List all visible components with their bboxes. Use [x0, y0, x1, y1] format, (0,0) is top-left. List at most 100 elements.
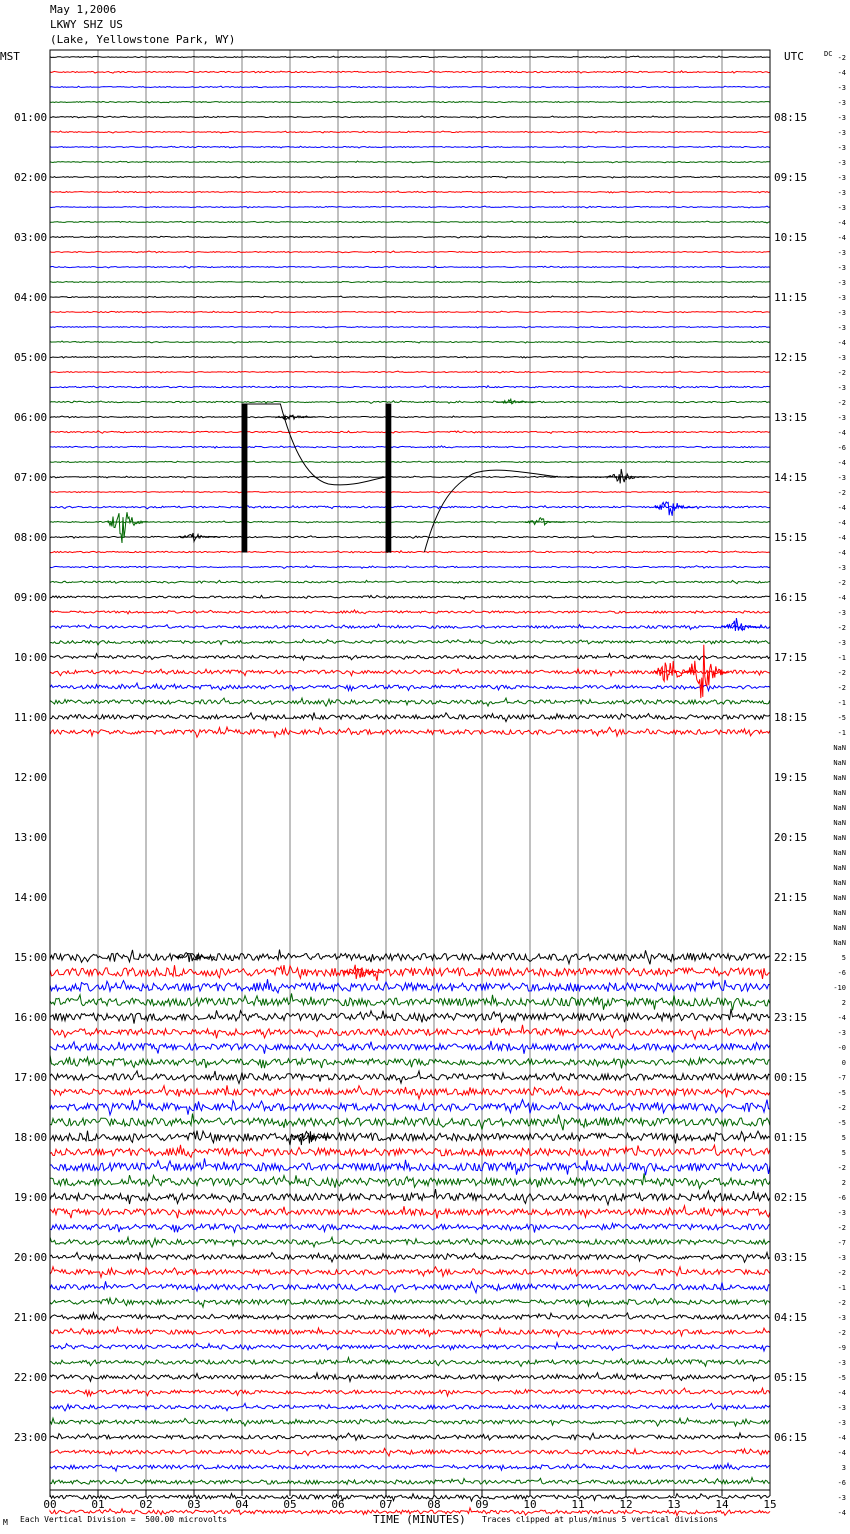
trace-line — [49, 100, 771, 104]
x-tick-label: 15 — [763, 1498, 776, 1511]
trace-line — [49, 992, 771, 1011]
dc-offset-label: -3 — [838, 114, 846, 122]
x-tick-label: 10 — [523, 1498, 536, 1511]
x-tick-label: 01 — [91, 1498, 104, 1511]
trace-line — [49, 400, 771, 404]
right-hour-label: 10:15 — [774, 231, 807, 244]
left-hour-label: 23:00 — [14, 1431, 47, 1444]
right-hour-label: 03:15 — [774, 1251, 807, 1264]
x-tick-label: 09 — [475, 1498, 488, 1511]
trace-line — [49, 85, 771, 89]
trace-line — [49, 1431, 771, 1442]
dc-offset-label: -3 — [838, 1029, 846, 1037]
left-hour-label: 14:00 — [14, 891, 47, 904]
dc-offset-label: -4 — [838, 219, 846, 227]
trace-line — [49, 667, 771, 678]
trace-line — [49, 265, 771, 269]
left-hour-label: 22:00 — [14, 1371, 47, 1384]
trace-line — [49, 340, 771, 344]
trace-line — [49, 190, 771, 194]
trace-line — [49, 69, 771, 74]
dc-offset-label: -4 — [838, 1389, 846, 1397]
left-hour-label: 02:00 — [14, 171, 47, 184]
trace-line — [49, 1506, 771, 1518]
dc-offset-label: -3 — [838, 1404, 846, 1412]
trace-line — [49, 964, 771, 981]
dc-offset-label: -2 — [838, 399, 846, 407]
dc-offset-label: -4 — [838, 519, 846, 527]
event-burst — [179, 532, 221, 544]
dc-offset-label: -2 — [838, 1329, 846, 1337]
left-hour-label: 19:00 — [14, 1191, 47, 1204]
dc-offset-label: -3 — [838, 279, 846, 287]
trace-line — [49, 623, 771, 631]
dc-offset-label: -3 — [838, 174, 846, 182]
dc-offset-label: -5 — [838, 1374, 846, 1382]
clipped-spike — [241, 403, 248, 553]
dc-offset-label: -3 — [838, 309, 846, 317]
event-burst — [606, 468, 648, 484]
dc-offset-label: 2 — [842, 1179, 846, 1187]
dc-offset-label: -5 — [838, 1089, 846, 1097]
dc-offset-label: -4 — [838, 459, 846, 467]
dc-label: DC — [824, 50, 832, 58]
right-hour-label: 21:15 — [774, 891, 807, 904]
trace-line — [49, 1054, 771, 1069]
dc-offset-label: 5 — [842, 954, 846, 962]
x-tick-label: 14 — [715, 1498, 729, 1511]
dc-offset-label: NaN — [833, 789, 846, 797]
left-hour-label: 09:00 — [14, 591, 47, 604]
dc-offset-label: -3 — [838, 189, 846, 197]
dc-offset-label: -2 — [838, 624, 846, 632]
trace-line — [49, 430, 771, 435]
dc-offset-label: -3 — [838, 354, 846, 362]
right-zone-label: UTC — [784, 50, 804, 63]
trace-line — [49, 370, 770, 374]
dc-offset-label: -3 — [838, 1209, 846, 1217]
dc-offset-label: -2 — [838, 1269, 846, 1277]
dc-offset-label: -3 — [838, 1494, 846, 1502]
dc-offset-label: 3 — [842, 1464, 846, 1472]
trace-line — [49, 696, 771, 708]
trace-line — [49, 711, 771, 723]
dc-offset-label: -2 — [838, 489, 846, 497]
trace-line — [49, 280, 771, 284]
right-hour-label: 12:15 — [774, 351, 807, 364]
clipped-spike — [385, 403, 392, 553]
dc-offset-label: -6 — [838, 1479, 846, 1487]
dc-offset-label: -4 — [838, 594, 846, 602]
left-hour-label: 11:00 — [14, 711, 47, 724]
dc-offset-label: -3 — [838, 129, 846, 137]
dc-offset-label: NaN — [833, 894, 846, 902]
dc-offset-label: NaN — [833, 834, 846, 842]
dc-offset-label: -4 — [838, 534, 846, 542]
trace-line — [49, 1203, 771, 1220]
right-hour-label: 06:15 — [774, 1431, 807, 1444]
dc-offset-label: NaN — [833, 879, 846, 887]
trace-line — [49, 235, 770, 239]
event-burst — [688, 644, 729, 699]
scale-note: Each Vertical Division = 500.00 microvol… — [20, 1515, 228, 1524]
trace-line — [49, 1173, 771, 1190]
trace-line — [49, 1461, 771, 1473]
dc-offset-label: -3 — [838, 84, 846, 92]
trace-line — [49, 1129, 771, 1146]
left-hour-label: 04:00 — [14, 291, 47, 304]
trace-line — [49, 1250, 771, 1264]
dc-offset-label: -4 — [838, 549, 846, 557]
right-hour-label: 18:15 — [774, 711, 807, 724]
dc-offset-label: -3 — [838, 609, 846, 617]
event-burst — [342, 964, 384, 980]
right-hour-label: 01:15 — [774, 1131, 807, 1144]
trace-line — [50, 295, 771, 299]
x-tick-label: 12 — [619, 1498, 632, 1511]
left-hour-label: 08:00 — [14, 531, 47, 544]
dc-offset-label: -6 — [838, 1194, 846, 1202]
trace-line — [49, 520, 771, 524]
event-burst — [654, 500, 696, 516]
trace-line — [49, 115, 771, 119]
dc-offset-label: -3 — [838, 1359, 846, 1367]
x-tick-label: 13 — [667, 1498, 680, 1511]
left-hour-label: 03:00 — [14, 231, 47, 244]
